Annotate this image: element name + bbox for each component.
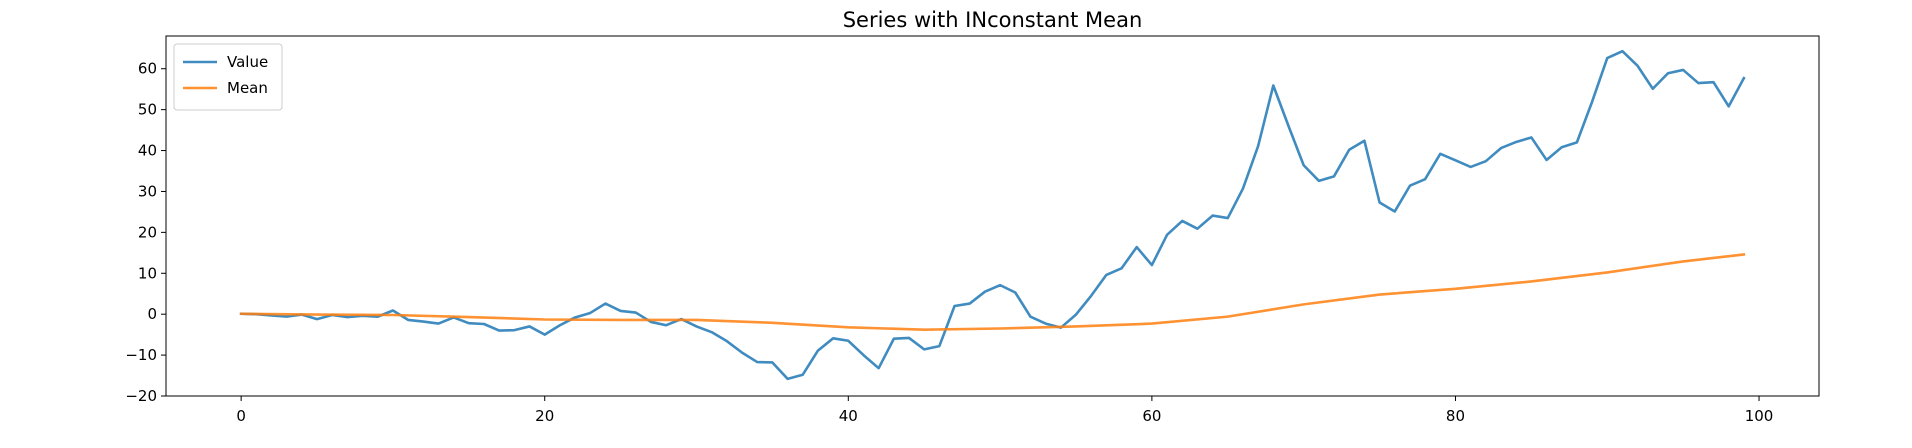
axes: 0 20 40 60 80 100 −20 −10 0 10 20 30 40 50 60 (125, 60, 1773, 425)
x-tick-label: 40 (839, 407, 858, 425)
y-tick-label: 10 (138, 264, 157, 282)
x-tick-label: 0 (236, 407, 246, 425)
y-tick-label: −20 (125, 387, 157, 405)
legend: Value Mean (173, 43, 283, 111)
series-line-value (239, 49, 1746, 381)
y-tick-label: −10 (125, 346, 157, 364)
legend-label-value: Value (227, 53, 268, 71)
x-tick-label: 80 (1446, 407, 1465, 425)
y-tick-label: 20 (138, 223, 157, 241)
series-lines (239, 49, 1746, 381)
legend-box (173, 43, 283, 111)
series-line-mean (239, 253, 1746, 332)
y-tick-label: 30 (138, 182, 157, 200)
x-tick-label: 60 (1142, 407, 1161, 425)
legend-label-mean: Mean (227, 79, 268, 97)
x-tick-label: 20 (535, 407, 554, 425)
chart-title: Series with INconstant Mean (843, 8, 1143, 32)
y-tick-label: 0 (147, 305, 157, 323)
y-tick-label: 40 (138, 142, 157, 160)
y-tick-label: 50 (138, 101, 157, 119)
x-tick-label: 100 (1745, 407, 1774, 425)
y-tick-label: 60 (138, 60, 157, 78)
plot-frame (165, 35, 1820, 397)
